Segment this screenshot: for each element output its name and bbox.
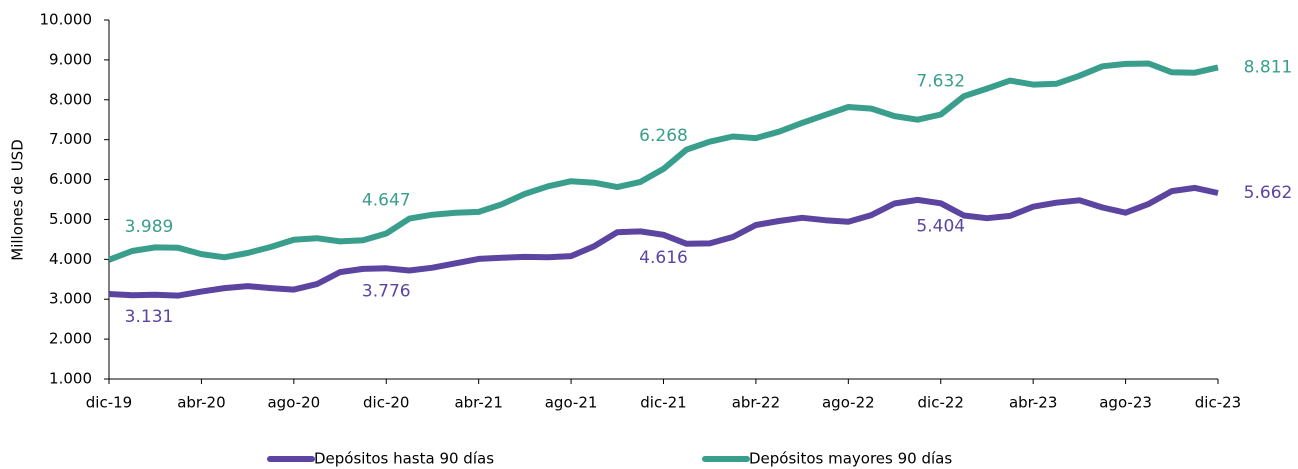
y-tick-label: 9.000 [49, 50, 92, 68]
x-tick-label: dic-19 [86, 394, 132, 412]
legend-label: Depósitos mayores 90 días [749, 450, 952, 468]
y-tick-label: 2.000 [49, 330, 92, 348]
x-tick-label: abr-20 [177, 394, 225, 412]
y-tick-label: 3.000 [49, 290, 92, 308]
x-tick-label: abr-22 [732, 394, 780, 412]
series-line [108, 184, 1219, 299]
x-tick-label: ago-21 [545, 394, 598, 412]
x-tick-label: dic-21 [640, 394, 686, 412]
data-label: 4.647 [362, 191, 411, 211]
y-tick-label: 4.000 [49, 250, 92, 268]
x-tick-label: abr-23 [1009, 394, 1057, 412]
data-label: 3.131 [125, 307, 174, 327]
data-label: 5.662 [1244, 183, 1293, 203]
x-tick-label: ago-23 [1099, 394, 1152, 412]
x-tick-label: dic-22 [918, 394, 964, 412]
data-label: 8.811 [1244, 57, 1293, 77]
y-tick-label: 8.000 [49, 90, 92, 108]
y-axis-label: Millones de USD [9, 139, 27, 261]
x-tick-label: abr-21 [454, 394, 502, 412]
data-label: 3.776 [362, 281, 411, 301]
data-label: 3.989 [125, 217, 174, 237]
x-tick-label: ago-20 [267, 394, 320, 412]
y-tick-label: 10.000 [40, 11, 93, 29]
x-tick-label: ago-22 [822, 394, 875, 412]
y-tick-label: 1.000 [49, 370, 92, 388]
x-tick-label: dic-20 [363, 394, 409, 412]
data-label: 7.632 [916, 71, 965, 91]
series-line [107, 60, 1219, 263]
y-tick-label: 5.000 [49, 210, 92, 228]
data-label: 5.404 [916, 216, 965, 236]
legend-label: Depósitos hasta 90 días [314, 450, 494, 468]
y-tick-label: 7.000 [49, 130, 92, 148]
x-tick-label: dic-23 [1195, 394, 1241, 412]
data-label: 6.268 [639, 126, 688, 146]
y-tick-label: 6.000 [49, 170, 92, 188]
data-label: 4.616 [639, 248, 688, 268]
